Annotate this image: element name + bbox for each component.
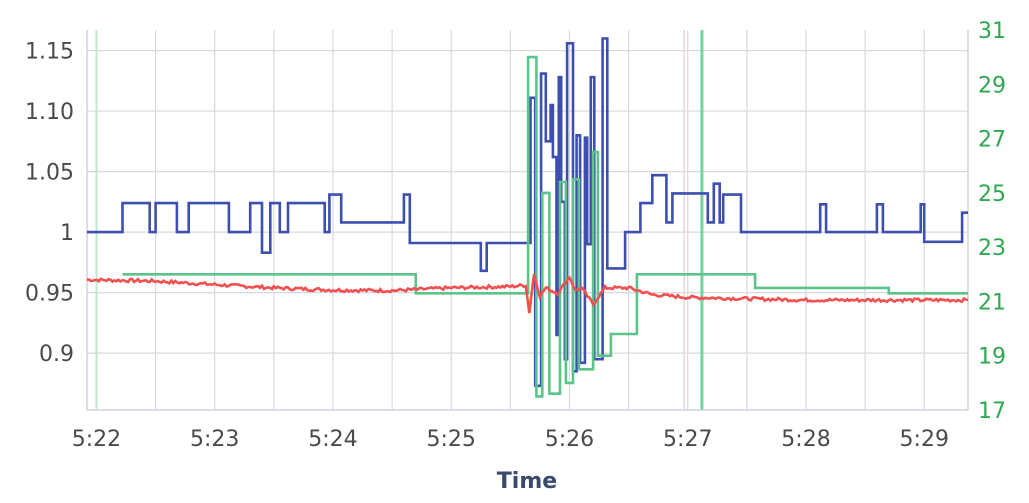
x-tick-label: 5:25 (427, 427, 476, 452)
x-tick-label: 5:24 (308, 427, 357, 452)
left-tick-label: 1 (60, 221, 74, 246)
right-axis-ticks: 17 19 21 23 25 27 29 31 (978, 19, 1006, 424)
x-tick-label: 5:26 (545, 427, 594, 452)
right-tick-label: 25 (978, 182, 1006, 207)
x-axis-ticks: 5:22 5:23 5:24 5:25 5:26 5:27 5:28 5:29 (72, 427, 949, 452)
x-tick-label: 5:22 (72, 427, 121, 452)
x-tick-label: 5:29 (900, 427, 949, 452)
right-tick-label: 17 (978, 399, 1006, 424)
right-tick-label: 19 (978, 345, 1006, 370)
left-tick-label: 1.10 (25, 100, 74, 125)
left-tick-label: 0.95 (25, 282, 74, 307)
right-tick-label: 23 (978, 236, 1006, 261)
right-tick-label: 21 (978, 290, 1006, 315)
right-tick-label: 27 (978, 128, 1006, 153)
left-axis-ticks: 0.9 0.95 1 1.05 1.10 1.15 (25, 40, 74, 368)
plot-frame (86, 30, 969, 411)
left-tick-label: 1.15 (25, 40, 74, 65)
x-tick-label: 5:27 (663, 427, 712, 452)
left-tick-label: 1.05 (25, 161, 74, 186)
series-line-green (122, 55, 968, 398)
left-tick-label: 0.9 (39, 342, 74, 367)
x-tick-label: 5:28 (781, 427, 830, 452)
series-lines (86, 37, 969, 398)
x-tick-label: 5:23 (190, 427, 239, 452)
series-line-red (86, 273, 969, 314)
x-axis-title: Time (497, 469, 557, 494)
right-tick-label: 29 (978, 73, 1006, 98)
vertical-highlight-lines (95, 30, 704, 410)
right-tick-label: 31 (978, 19, 1006, 44)
